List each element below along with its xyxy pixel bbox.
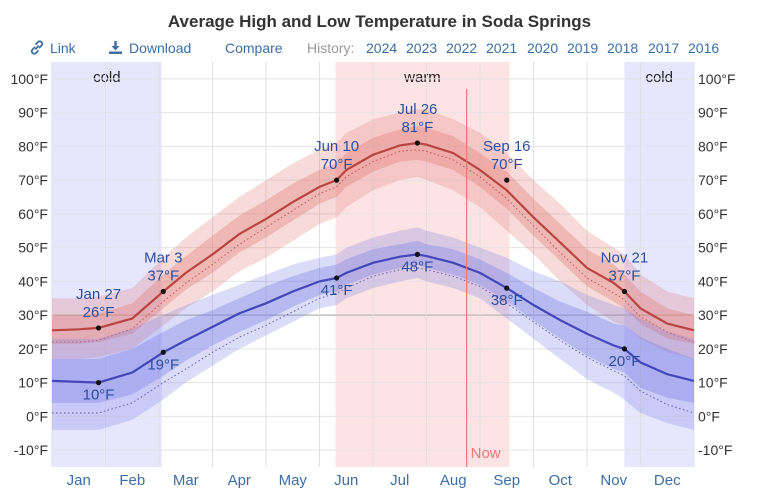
month-label-may: May [279, 472, 308, 489]
month-label-dec: Dec [654, 472, 681, 489]
y-tick-label-left: 90°F [18, 105, 48, 121]
month-label-apr: Apr [228, 472, 251, 489]
annotation-value-label: 20°F [609, 353, 641, 370]
month-label-nov: Nov [600, 472, 627, 489]
y-tick-label-right: 90°F [698, 105, 728, 121]
annotation-point [621, 288, 628, 295]
download-icon [108, 40, 123, 58]
history-year-2017[interactable]: 2017 [648, 40, 680, 56]
annotation-point [160, 288, 166, 295]
y-tick-label-right: 0°F [698, 408, 720, 424]
annotation-value-label: 38°F [491, 292, 523, 309]
y-tick-label-left: 100°F [10, 71, 48, 87]
annotation-point [414, 251, 421, 257]
history-year-2023[interactable]: 2023 [406, 40, 438, 56]
annotation-date-label: Sep 16 [483, 138, 531, 155]
y-tick-label-right: 40°F [698, 273, 728, 289]
annotation-date-label: Jul 26 [397, 101, 437, 118]
y-tick-label-left: -10°F [14, 442, 48, 458]
annotation-point [95, 325, 102, 331]
annotation-point [334, 275, 340, 281]
chart-toolbar: Link Download Compare History: 2024 2023… [0, 40, 759, 60]
y-tick-label-left: 60°F [18, 206, 48, 222]
y-tick-label-left: 0°F [26, 408, 48, 424]
high-temperature-line [51, 141, 695, 332]
y-tick-label-right: 80°F [698, 138, 728, 154]
annotation-value-label: 10°F [83, 387, 115, 404]
annotation-value-label: 26°F [83, 304, 115, 321]
y-tick-label-left: 70°F [18, 172, 48, 188]
history-year-2018[interactable]: 2018 [607, 40, 639, 56]
annotation-value-label: 70°F [491, 156, 523, 173]
month-label-jan: Jan [67, 472, 91, 489]
y-tick-label-left: 80°F [18, 138, 48, 154]
annotation-value-label: 37°F [609, 268, 641, 285]
y-tick-label-left: 40°F [18, 273, 48, 289]
download-label: Download [129, 40, 192, 56]
annotation-value-label: 41°F [321, 282, 353, 299]
link-icon [30, 40, 44, 58]
y-tick-label-right: 100°F [698, 71, 736, 87]
y-tick-label-right: 70°F [698, 172, 728, 188]
annotation-value-label: 70°F [321, 156, 353, 173]
history-year-2020[interactable]: 2020 [527, 40, 559, 56]
now-label: Now [471, 445, 501, 462]
y-tick-label-left: 30°F [18, 307, 48, 323]
annotation-date-label: Nov 21 [601, 250, 649, 267]
season-label-cold: cold [645, 69, 673, 86]
annotation-value-label: 81°F [401, 119, 433, 136]
annotation-point [504, 285, 510, 291]
compare-button[interactable]: Compare [225, 40, 283, 56]
annotation-value-label: 48°F [401, 258, 433, 275]
month-label-mar: Mar [173, 472, 199, 489]
month-label-sep: Sep [493, 472, 520, 489]
y-tick-label-right: 30°F [698, 307, 728, 323]
low-normal-dotted-line [52, 267, 695, 414]
history-year-2022[interactable]: 2022 [446, 40, 478, 56]
annotation-date-label: Jun 10 [314, 138, 359, 155]
annotation-date-label: Mar 3 [144, 250, 182, 267]
y-tick-label-right: 60°F [698, 206, 728, 222]
month-label-aug: Aug [440, 472, 467, 489]
annotation-point [160, 349, 166, 355]
month-label-jun: Jun [334, 472, 358, 489]
annotation-point [621, 346, 628, 352]
history-year-2019[interactable]: 2019 [567, 40, 599, 56]
y-tick-label-left: 10°F [18, 375, 48, 391]
month-label-oct: Oct [549, 472, 573, 489]
download-button[interactable]: Download [108, 40, 191, 58]
chart-title: Average High and Low Temperature in Soda… [167, 12, 592, 31]
y-tick-label-right: 20°F [698, 341, 728, 357]
annotation-date-label: Jan 27 [76, 286, 121, 303]
annotation-point [414, 140, 421, 146]
link-button[interactable]: Link [30, 40, 76, 58]
month-label-jul: Jul [390, 472, 409, 489]
month-label-feb: Feb [119, 472, 145, 489]
history-year-2021[interactable]: 2021 [486, 40, 518, 56]
y-tick-label-left: 20°F [18, 341, 48, 357]
annotation-point [95, 380, 102, 386]
y-tick-label-right: 50°F [698, 240, 728, 256]
history-label: History: [307, 40, 355, 56]
y-tick-label-right: -10°F [698, 442, 732, 458]
annotation-value-label: 37°F [147, 268, 179, 285]
history-year-2024[interactable]: 2024 [366, 40, 398, 56]
annotation-point [334, 177, 340, 183]
y-tick-label-right: 10°F [698, 375, 728, 391]
low-band-10-90 [52, 227, 694, 430]
season-region-cold [52, 62, 162, 467]
annotation-value-label: 19°F [147, 356, 179, 373]
season-region-cold [624, 62, 694, 467]
link-label: Link [50, 40, 76, 56]
history-year-2016[interactable]: 2016 [688, 40, 720, 56]
season-label-cold: cold [93, 69, 121, 86]
season-label-warm: warm [403, 69, 441, 86]
annotation-point [504, 177, 510, 183]
y-tick-label-left: 50°F [18, 240, 48, 256]
low-temperature-line [51, 253, 695, 384]
